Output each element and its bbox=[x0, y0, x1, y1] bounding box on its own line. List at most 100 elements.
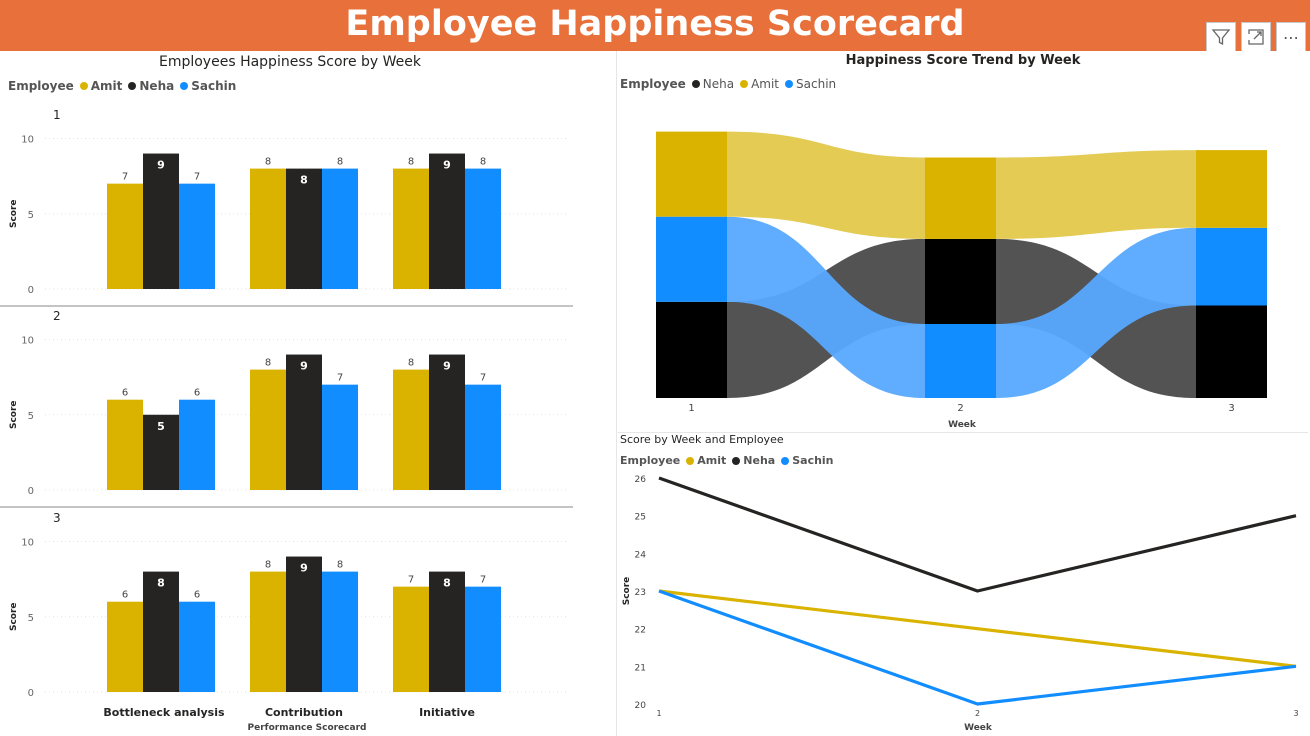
x-tick-label: 3 bbox=[1293, 709, 1298, 718]
ribbon-flow bbox=[727, 131, 925, 239]
y-tick-label: 25 bbox=[635, 513, 646, 523]
page-title: Employee Happiness Scorecard bbox=[345, 4, 965, 44]
y-axis-label: Score bbox=[9, 199, 19, 228]
filter-icon bbox=[1211, 29, 1231, 46]
data-label: 6 bbox=[122, 590, 128, 601]
series-line bbox=[658, 476, 1297, 593]
bar bbox=[322, 571, 358, 692]
legend-title: Employee bbox=[620, 454, 681, 467]
bar bbox=[250, 369, 286, 490]
bar bbox=[286, 354, 322, 490]
x-tick-label: Contribution bbox=[265, 706, 343, 719]
data-label: 8 bbox=[480, 157, 486, 168]
bar bbox=[393, 168, 429, 289]
bar bbox=[143, 571, 179, 692]
legend-label: Sachin bbox=[191, 79, 237, 93]
y-axis-label: Score bbox=[9, 400, 19, 429]
legend-item-amit[interactable]: Amit bbox=[686, 454, 726, 467]
data-label: 5 bbox=[157, 420, 165, 433]
ribbon-segment bbox=[925, 324, 996, 398]
legend-item-sachin[interactable]: Sachin bbox=[781, 454, 834, 467]
ribbon-chart-title: Happiness Score Trend by Week bbox=[845, 53, 1081, 68]
legend-label: Neha bbox=[702, 77, 735, 91]
bar bbox=[393, 369, 429, 490]
panel-divider bbox=[616, 51, 617, 736]
line-chart-panel: Score by Week and Employee Employee Amit… bbox=[618, 433, 1308, 736]
ribbon-segment bbox=[1196, 150, 1267, 228]
data-label: 7 bbox=[122, 172, 128, 183]
ribbon-chart-panel: Happiness Score Trend by Week Employee N… bbox=[618, 51, 1308, 431]
y-tick-label: 0 bbox=[28, 486, 34, 497]
data-label: 9 bbox=[300, 562, 308, 575]
bar bbox=[322, 168, 358, 289]
focus-mode-button[interactable] bbox=[1241, 22, 1271, 52]
bar bbox=[322, 384, 358, 490]
data-label: 8 bbox=[265, 157, 271, 168]
legend-marker bbox=[781, 456, 790, 465]
x-tick-label: 1 bbox=[688, 403, 694, 414]
legend-marker bbox=[686, 456, 695, 465]
x-axis-label: Week bbox=[948, 420, 977, 430]
ribbon-segment bbox=[925, 238, 996, 324]
y-tick-label: 24 bbox=[635, 550, 647, 560]
y-tick-label: 5 bbox=[28, 210, 34, 221]
data-label: 6 bbox=[122, 388, 128, 399]
legend-item-amit[interactable]: Amit bbox=[740, 77, 779, 91]
data-label: 8 bbox=[408, 358, 414, 369]
data-label: 7 bbox=[194, 172, 200, 183]
legend-item-neha[interactable]: Neha bbox=[128, 79, 174, 93]
legend-item-neha[interactable]: Neha bbox=[732, 454, 775, 467]
legend-label: Amit bbox=[751, 77, 780, 91]
data-label: 6 bbox=[194, 590, 200, 601]
ribbon-chart-plot: 1 2 3 Week bbox=[656, 131, 1267, 430]
legend-item-neha[interactable]: Neha bbox=[691, 77, 735, 91]
legend-marker bbox=[79, 82, 88, 90]
legend-item-sachin[interactable]: Sachin bbox=[180, 79, 236, 93]
legend-marker bbox=[691, 80, 700, 88]
y-tick-label: 0 bbox=[28, 688, 34, 699]
x-tick-label: Bottleneck analysis bbox=[103, 706, 225, 719]
x-tick-label: Initiative bbox=[419, 706, 475, 719]
ribbon-segment bbox=[1196, 305, 1267, 398]
y-tick-label: 0 bbox=[28, 285, 34, 296]
bar bbox=[250, 168, 286, 289]
bar bbox=[465, 586, 501, 692]
y-tick-label: 5 bbox=[28, 411, 34, 422]
ribbon-flow bbox=[996, 227, 1196, 398]
bar-chart-legend: Employee Amit Neha Sachin bbox=[8, 79, 242, 93]
ribbon-segment bbox=[656, 131, 727, 217]
x-tick-label: 2 bbox=[975, 709, 980, 718]
series-line bbox=[658, 589, 1297, 706]
ribbon-segment bbox=[1196, 227, 1267, 306]
line-chart-title: Score by Week and Employee bbox=[620, 433, 784, 446]
legend-label: Neha bbox=[139, 79, 175, 93]
bar bbox=[429, 571, 465, 692]
legend-label: Amit bbox=[90, 79, 123, 93]
bar bbox=[286, 168, 322, 289]
bar bbox=[107, 399, 143, 490]
y-tick-label: 10 bbox=[21, 538, 34, 549]
ribbon-segment bbox=[656, 216, 727, 302]
bar bbox=[465, 168, 501, 289]
y-tick-label: 10 bbox=[21, 336, 34, 347]
series-line bbox=[658, 589, 1297, 668]
x-tick-label: 2 bbox=[957, 403, 963, 414]
data-label: 8 bbox=[337, 157, 343, 168]
x-tick-label: 3 bbox=[1228, 403, 1234, 414]
legend-item-amit[interactable]: Amit bbox=[79, 79, 123, 93]
focus-mode-icon bbox=[1248, 29, 1264, 45]
data-label: 7 bbox=[480, 373, 486, 384]
legend-marker bbox=[740, 80, 749, 88]
bar bbox=[107, 601, 143, 692]
legend-item-sachin[interactable]: Sachin bbox=[785, 77, 836, 91]
data-label: 9 bbox=[300, 360, 308, 373]
data-label: 9 bbox=[443, 159, 451, 172]
more-options-button[interactable]: ⋯ bbox=[1276, 22, 1306, 52]
data-label: 8 bbox=[265, 358, 271, 369]
filter-button[interactable] bbox=[1206, 22, 1236, 52]
bar bbox=[393, 586, 429, 692]
y-tick-label: 23 bbox=[635, 588, 646, 598]
legend-marker bbox=[732, 456, 741, 465]
legend-title: Employee bbox=[8, 79, 74, 93]
